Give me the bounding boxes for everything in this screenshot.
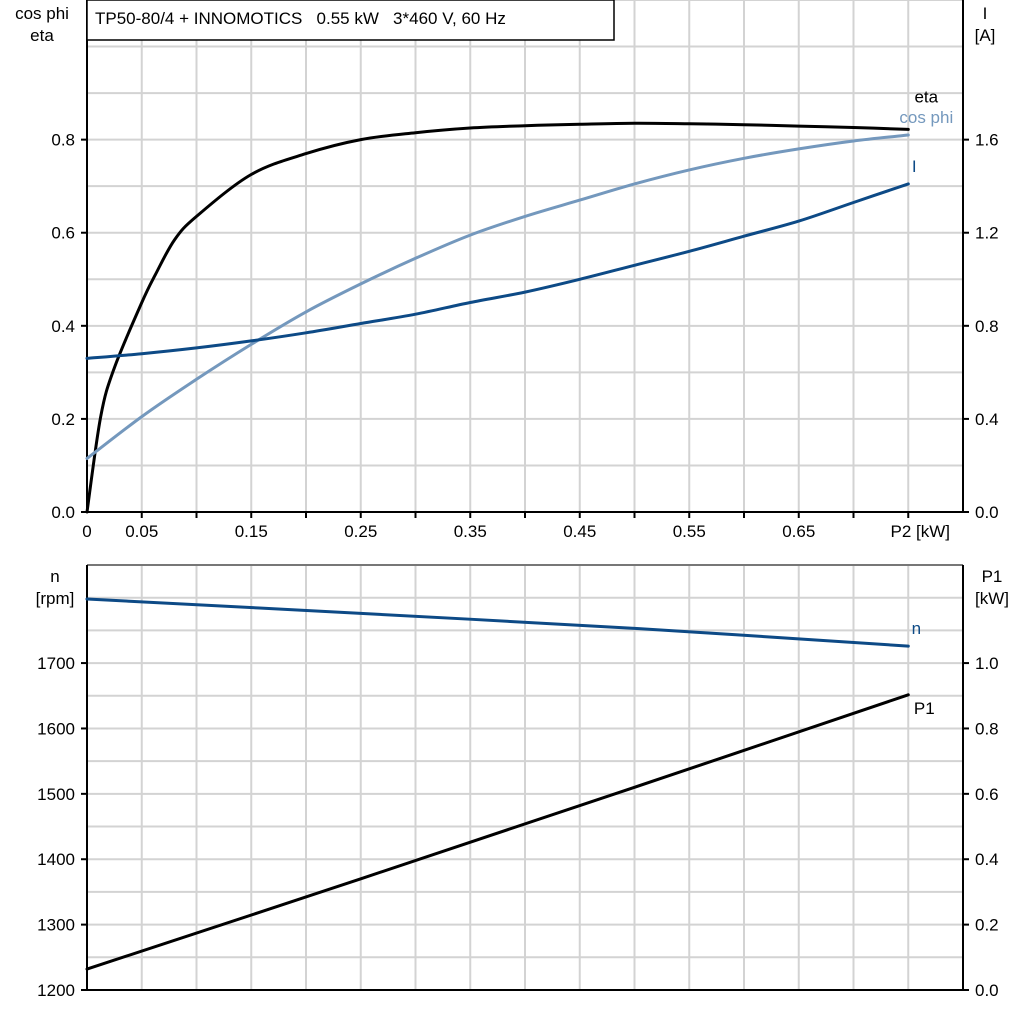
y-right-tick-label: 0.0 [975,981,999,1000]
x-tick-label: 0.25 [344,522,377,541]
y-left-tick-label: 0.2 [51,410,75,429]
series-line-p1 [85,693,910,971]
y-left-axis-label: cos phi [15,4,69,23]
y-left-tick-label: 1700 [37,654,75,673]
y-right-tick-label: 0.4 [975,850,999,869]
y-right-axis-label: [kW] [975,589,1009,608]
x-tick-label: 0 [82,522,91,541]
x-tick-label: 0.65 [782,522,815,541]
series-label: cos phi [899,108,953,127]
series-label: I [912,157,917,176]
y-left-tick-label: 0.4 [51,317,75,336]
title-box [86,0,615,41]
y-left-axis-label: [rpm] [36,589,75,608]
y-right-tick-label: 1.6 [975,131,999,150]
y-right-axis-label: P1 [982,567,1003,586]
x-tick-label: 0.35 [454,522,487,541]
x-tick-label: 0.15 [235,522,268,541]
series-line-eta [85,121,910,514]
series-line-cos-phi [85,133,910,460]
y-left-tick-label: 1300 [37,916,75,935]
y-left-tick-label: 1500 [37,785,75,804]
x-axis-label: P2 [kW] [890,522,950,541]
x-tick-label: 0.45 [563,522,596,541]
series-line-n [85,597,910,648]
series-line-i [85,182,910,360]
x-tick-label: 0.05 [125,522,158,541]
y-left-tick-label: 0.0 [51,503,75,522]
y-left-tick-label: 0.8 [51,131,75,150]
series-label: P1 [914,699,935,718]
y-left-tick-label: 1400 [37,850,75,869]
y-right-tick-label: 0.4 [975,410,999,429]
plot-panel-2: 1200 1300 1400 1500 1600 1700 0.0 0.2 0.4 0.6 0.8 1… [36,564,1009,1000]
y-right-axis-label: [A] [975,26,996,45]
y-right-tick-label: 1.0 [975,654,999,673]
y-right-tick-label: 0.8 [975,317,999,336]
y-right-tick-label: 0.2 [975,916,999,935]
y-right-tick-label: 0.6 [975,785,999,804]
y-left-tick-label: 1200 [37,981,75,1000]
series-label: eta [914,87,938,106]
y-left-axis-label: n [50,567,59,586]
y-right-axis-label: I [983,4,988,23]
y-right-tick-label: 0.0 [975,503,999,522]
plot-panel-1: 0.0 0.2 0.4 0.6 0.8 0.0 0.4 0.8 1.2 1.6 0 0.05 0.15 0… [15,0,999,541]
y-right-tick-label: 0.8 [975,719,999,738]
y-left-tick-label: 0.6 [51,224,75,243]
x-tick-label: 0.55 [673,522,706,541]
series-label: n [912,619,921,638]
y-right-tick-label: 1.2 [975,224,999,243]
y-left-axis-label: eta [30,26,54,45]
y-left-tick-label: 1600 [37,719,75,738]
chart-title: TP50-80/4 + INNOMOTICS 0.55 kW 3*460 V, … [95,9,506,28]
